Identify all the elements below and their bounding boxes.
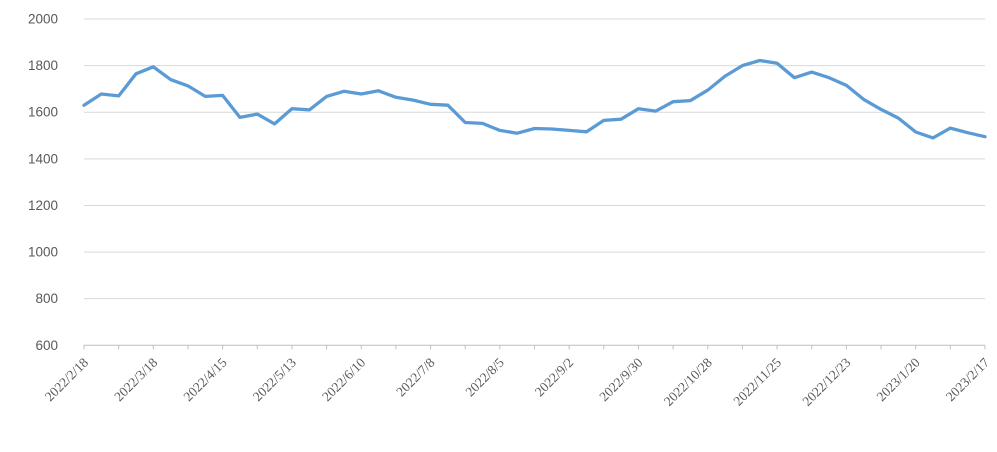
y-axis-tick-label: 1600 [28,105,58,120]
x-axis-tick-label: 2022/6/10 [319,355,368,404]
x-axis-tick-label: 2022/5/13 [250,355,299,404]
y-axis-tick-label: 800 [35,291,58,306]
y-axis-tick-label: 600 [35,338,58,353]
x-axis-tick-label: 2022/10/28 [661,355,715,409]
x-axis-tick-label: 2022/3/18 [111,355,160,404]
x-axis-tick-label: 2022/12/23 [799,355,853,409]
y-axis-tick-label: 1200 [28,198,58,213]
x-axis-tick-label: 2023/2/17 [943,355,992,404]
y-axis-tick-label: 1000 [28,245,58,260]
x-axis-tick-label: 2022/7/8 [393,355,438,400]
x-axis-tick-label: 2022/8/5 [462,355,507,400]
y-axis-tick-label: 1400 [28,151,58,166]
x-axis-tick-label: 2022/4/15 [180,355,229,404]
x-axis-tick-label: 2022/11/25 [730,355,784,409]
y-axis-tick-label: 1800 [28,58,58,73]
x-axis-tick-label: 2023/1/20 [873,355,922,404]
data-series-line [82,58,987,140]
x-axis-tick-label: 2022/2/18 [42,355,91,404]
x-axis-tick-label: 2022/9/30 [596,355,645,404]
x-axis-tick-label: 2022/9/2 [532,355,577,400]
y-axis-tick-label: 2000 [28,12,58,27]
